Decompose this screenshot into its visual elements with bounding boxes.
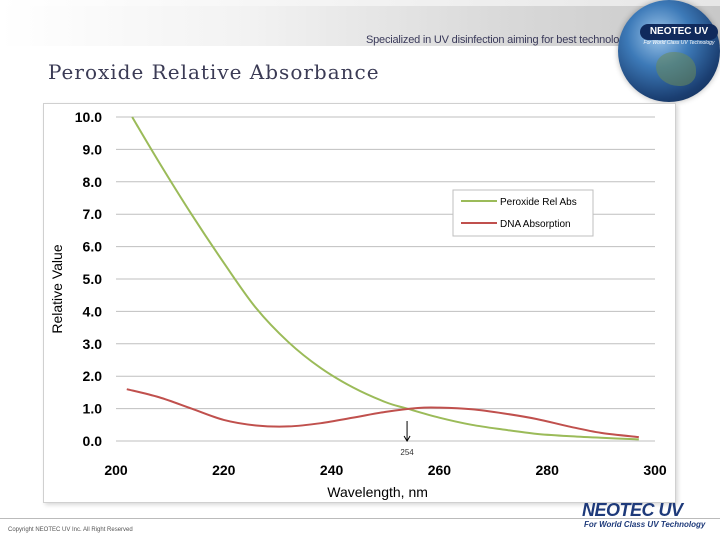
legend-label: Peroxide Rel Abs [500,197,577,208]
y-tick-label: 4.0 [83,303,103,319]
y-axis-title: Relative Value [49,244,65,333]
series-line-dna [126,388,639,439]
globe-logo-icon [618,0,720,102]
legend-label: DNA Absorption [500,219,571,230]
chart-svg: 0.0 1.0 2.0 3.0 4.0 5.0 6.0 7.0 8.0 9.0 10.0 200 220… [49,109,667,500]
header-band [0,0,720,46]
brand-badge: NEOTEC UV [640,24,718,40]
y-tick-label: 0.0 [83,433,103,449]
x-tick-label: 240 [320,462,344,478]
chart-frame: 0.0 1.0 2.0 3.0 4.0 5.0 6.0 7.0 8.0 9.0 10.0 200 220… [43,103,676,503]
header-tagline: Specialized in UV disinfection aiming fo… [366,34,631,46]
y-tick-label: 3.0 [83,336,103,352]
series-line-peroxide [131,116,639,441]
legend-layer: Peroxide Rel Abs DNA Absorption [452,189,594,237]
brand-badge-subtitle: For World Class UV Technology [643,40,715,46]
grid-layer [116,116,655,442]
x-tick-label: 200 [104,462,128,478]
axis-layer: 0.0 1.0 2.0 3.0 4.0 5.0 6.0 7.0 8.0 9.0 10.0 200 220… [49,109,667,500]
y-tick-label: 10.0 [75,109,102,125]
y-tick-label: 5.0 [83,271,103,287]
header-strip [0,0,720,6]
footer-logo: NEOTEC UV [582,500,683,520]
footer-divider [0,518,720,519]
annotation-label: 254 [400,448,414,457]
x-tick-label: 300 [643,462,667,478]
globe-land-shape [656,52,696,86]
y-tick-label: 7.0 [83,206,103,222]
annotation-layer: 254 [400,421,414,457]
legend-box [452,189,594,237]
annotation-arrow-head [403,435,411,442]
x-axis-title: Wavelength, nm [327,484,428,500]
x-tick-label: 280 [536,462,560,478]
y-tick-label: 1.0 [83,401,103,417]
x-tick-label: 260 [428,462,452,478]
slide-title: Peroxide Relative Absorbance [48,60,380,84]
y-tick-label: 2.0 [83,368,103,384]
y-tick-label: 8.0 [83,174,103,190]
y-tick-label: 6.0 [83,239,103,255]
y-tick-label: 9.0 [83,141,103,157]
footer-copyright: Copyright NEOTEC UV Inc. All Right Reser… [8,527,133,533]
x-tick-label: 220 [212,462,236,478]
series-layer [126,116,639,441]
footer-logo-subtitle: For World Class UV Technology [584,520,706,529]
